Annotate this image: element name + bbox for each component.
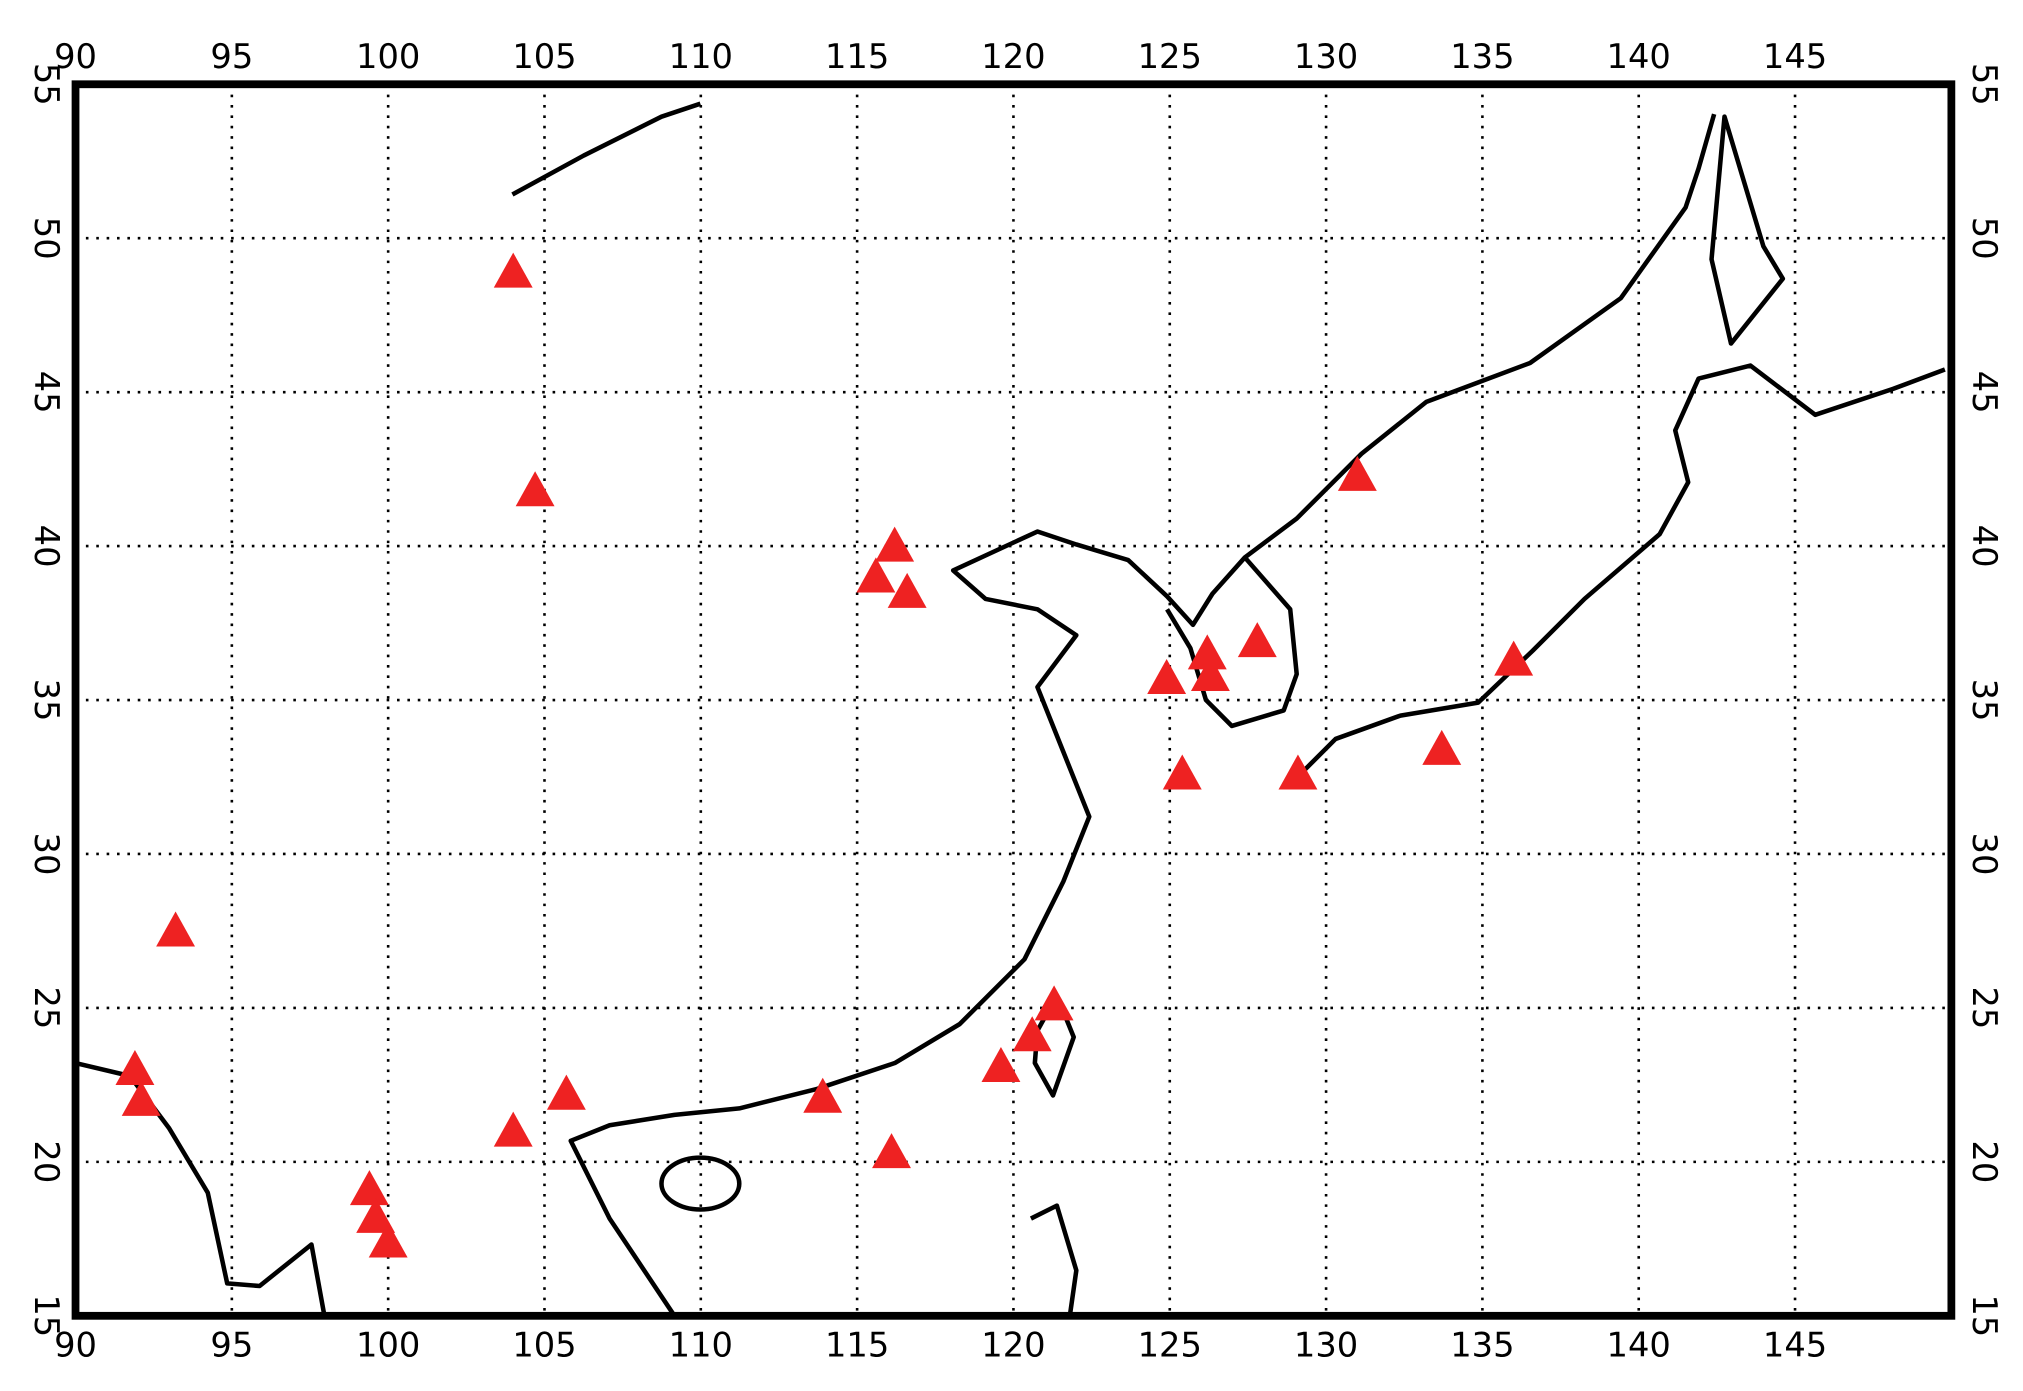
y-tick-label: 30: [27, 833, 66, 876]
x-tick-label: 145: [1763, 1325, 1827, 1364]
station-marker: [1422, 729, 1462, 765]
station-marker: [1494, 640, 1534, 676]
y-tick-label: 25: [1965, 986, 2004, 1029]
x-tick-label: 140: [1607, 1325, 1671, 1364]
y-tick-label: 35: [1965, 679, 2004, 722]
station-marker: [1187, 634, 1227, 670]
x-tick-label: 110: [669, 1325, 733, 1364]
x-tick-label: 95: [210, 37, 253, 76]
y-tick-label: 15: [27, 1294, 66, 1337]
x-tick-label: 140: [1607, 37, 1671, 76]
station-marker: [1147, 659, 1187, 695]
y-tick-label: 20: [27, 1140, 66, 1183]
x-tick-label: 135: [1450, 37, 1514, 76]
station-marker: [872, 1133, 911, 1169]
y-tick-label: 30: [1965, 833, 2004, 876]
station-marker: [349, 1170, 389, 1206]
station-marker: [1162, 754, 1202, 790]
station-marker: [493, 252, 533, 288]
x-tick-label: 120: [981, 37, 1045, 76]
y-tick-label: 45: [27, 371, 66, 414]
x-tick-label: 90: [54, 37, 97, 76]
station-marker: [121, 1080, 161, 1116]
map-frame: [71, 80, 1956, 1320]
x-tick-label: 145: [1763, 37, 1827, 76]
y-tick-label: 40: [1965, 525, 2004, 568]
x-tick-label: 90: [54, 1325, 97, 1364]
x-tick-label: 100: [356, 1325, 420, 1364]
x-tick-label: 110: [669, 37, 733, 76]
x-tick-label: 115: [825, 1325, 889, 1364]
station-marker: [856, 557, 896, 593]
station-marker: [1034, 985, 1074, 1021]
station-marker: [1337, 455, 1377, 491]
coastlines: [74, 101, 1946, 1318]
station-marker: [156, 911, 196, 947]
station-marker: [887, 572, 927, 608]
station-marker: [115, 1050, 155, 1086]
x-tick-label: 125: [1138, 1325, 1202, 1364]
x-tick-label: 130: [1294, 1325, 1358, 1364]
station-marker: [1278, 754, 1318, 790]
x-tick-label: 135: [1450, 1325, 1514, 1364]
y-tick-label: 20: [1965, 1140, 2004, 1183]
x-tick-label: 95: [210, 1325, 253, 1364]
chart-layer: 90 90 95 95 100 100 105 105 110 110 115 115 120 120 12…: [27, 37, 2004, 1365]
station-marker: [875, 526, 915, 562]
station-marker: [1190, 655, 1230, 691]
station-marker: [493, 1111, 533, 1147]
station-marker: [515, 471, 555, 507]
station-marker: [356, 1197, 396, 1233]
y-tick-label: 55: [1965, 63, 2004, 106]
x-tick-label: 100: [356, 37, 420, 76]
station-marker: [1237, 622, 1277, 658]
y-tick-label: 45: [1965, 371, 2004, 414]
y-tick-label: 25: [27, 986, 66, 1029]
y-tick-label: 40: [27, 525, 66, 568]
y-tick-label: 35: [27, 679, 66, 722]
x-tick-label: 105: [512, 1325, 576, 1364]
x-tick-label: 120: [981, 1325, 1045, 1364]
station-marker: [546, 1074, 586, 1110]
x-tick-label: 105: [512, 37, 576, 76]
x-tick-label: 125: [1138, 37, 1202, 76]
y-tick-label: 50: [1965, 217, 2004, 260]
station-marker: [368, 1222, 408, 1258]
x-tick-label: 130: [1294, 37, 1358, 76]
station-marker: [803, 1077, 843, 1113]
x-tick-label: 115: [825, 37, 889, 76]
y-tick-label: 55: [27, 63, 66, 106]
station-marker: [1012, 1016, 1052, 1052]
y-tick-label: 50: [27, 217, 66, 260]
y-tick-label: 15: [1965, 1294, 2004, 1337]
station-marker: [981, 1046, 1021, 1082]
